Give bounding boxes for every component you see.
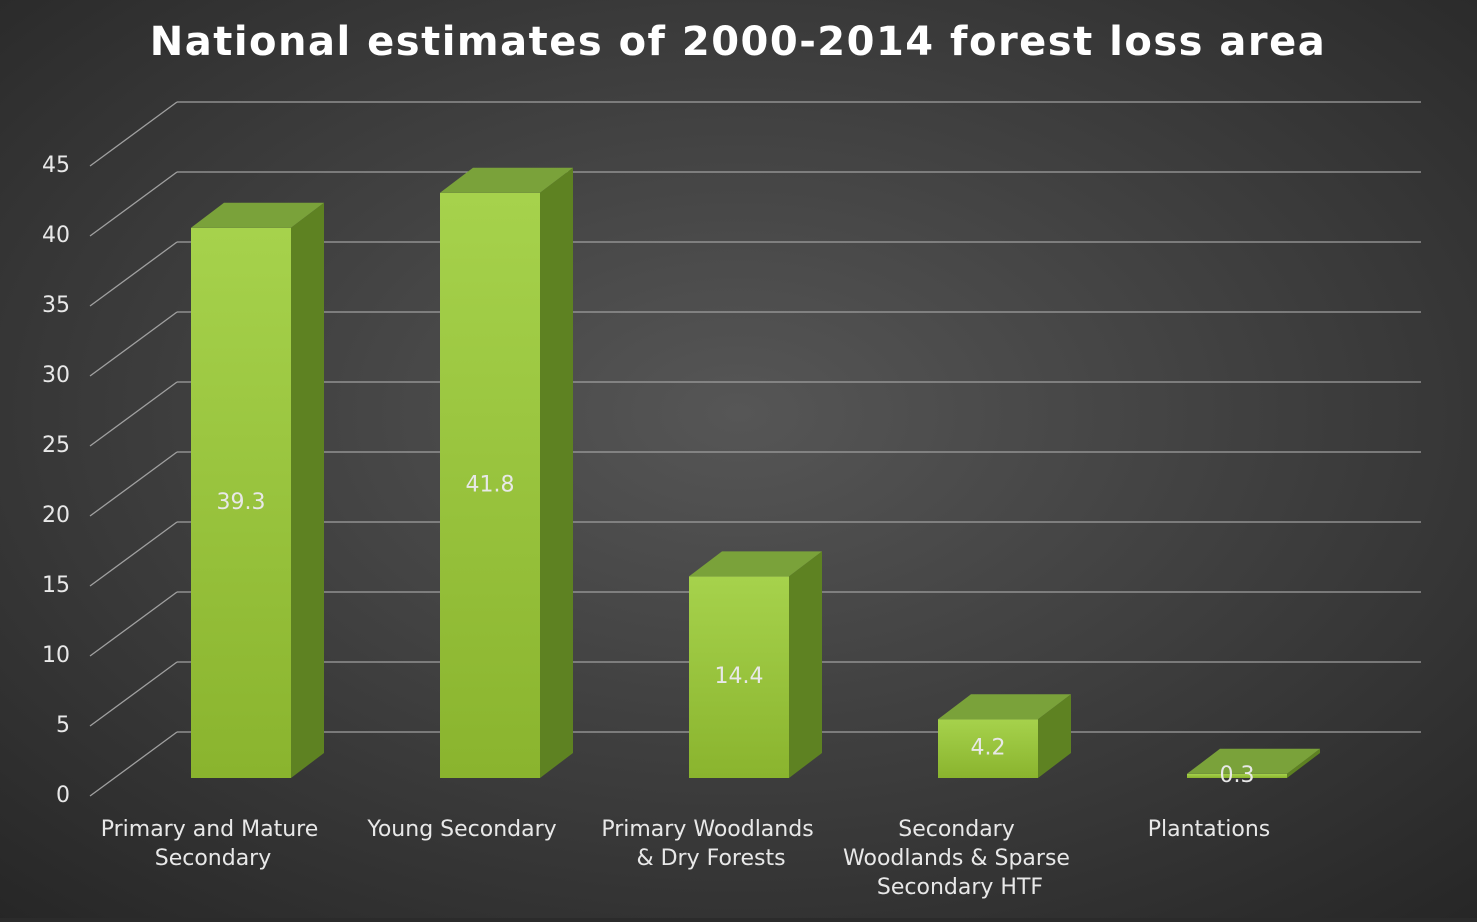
bar — [440, 167, 573, 779]
grid-line — [89, 521, 178, 587]
grid-line — [89, 451, 178, 517]
bar — [191, 202, 324, 779]
grid-line — [89, 591, 178, 657]
grid-line — [89, 381, 178, 447]
grid-line — [89, 101, 178, 167]
bar — [938, 694, 1071, 778]
bar-front — [689, 576, 789, 778]
chart-title: National estimates of 2000-2014 forest l… — [150, 19, 1326, 65]
grid-line — [89, 171, 178, 237]
x-tick-label: Young Secondary — [366, 817, 556, 842]
y-tick-label: 0 — [56, 783, 70, 808]
bar-side — [789, 551, 822, 778]
bar — [1187, 748, 1320, 778]
bar — [689, 551, 822, 778]
y-tick-label: 30 — [42, 363, 70, 388]
y-tick-label: 5 — [56, 713, 70, 738]
y-tick-label: 25 — [42, 433, 70, 458]
x-tick-label: Plantations — [1148, 817, 1271, 842]
bar-side — [291, 202, 324, 779]
bar-side — [540, 167, 573, 779]
bar-side — [1287, 748, 1320, 778]
x-tick-label: Primary Woodlands & Dry Forests — [601, 817, 820, 871]
value-label: 0.3 — [1220, 763, 1255, 788]
y-tick-label: 15 — [42, 573, 70, 598]
bar-top — [938, 694, 1071, 720]
bar-top — [440, 167, 573, 193]
bar-top — [1187, 748, 1320, 774]
y-tick-label: 20 — [42, 503, 70, 528]
x-tick-label: Secondary Woodlands & Sparse Secondary H… — [843, 817, 1077, 900]
grid-line — [89, 241, 178, 307]
bar-side — [1038, 694, 1071, 778]
y-tick-label: 40 — [42, 223, 70, 248]
bar-front — [440, 192, 540, 779]
grid-line — [89, 661, 178, 727]
bar-top — [191, 202, 324, 228]
grid-line — [89, 311, 178, 377]
y-tick-label: 35 — [42, 293, 70, 318]
value-label: 41.8 — [466, 472, 515, 497]
y-tick-label: 10 — [42, 643, 70, 668]
y-tick-label: 45 — [42, 153, 70, 178]
x-tick-label: Primary and Mature Secondary — [101, 817, 326, 871]
value-label: 39.3 — [217, 490, 266, 515]
value-label: 14.4 — [715, 664, 764, 689]
bar-front — [938, 719, 1038, 778]
bar-front — [191, 227, 291, 779]
grid-line — [89, 731, 178, 797]
value-label: 4.2 — [971, 736, 1006, 761]
bar-front — [1187, 773, 1287, 778]
bar-top — [689, 551, 822, 577]
